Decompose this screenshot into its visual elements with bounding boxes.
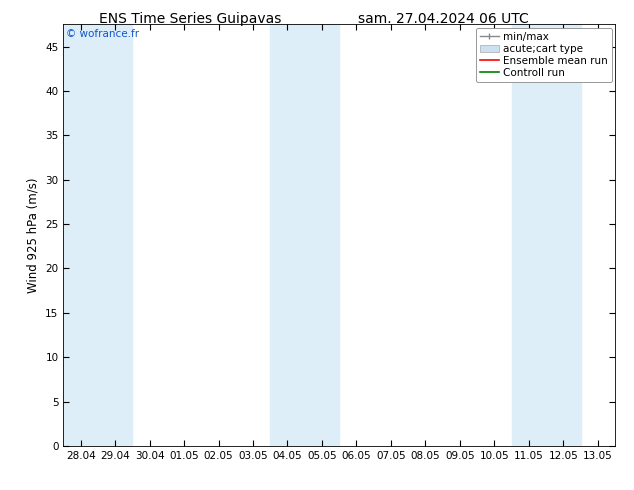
Bar [512,24,581,446]
Text: © wofrance.fr: © wofrance.fr [66,29,139,39]
Bar [63,24,133,446]
Text: sam. 27.04.2024 06 UTC: sam. 27.04.2024 06 UTC [358,12,529,26]
Legend: min/max, acute;cart type, Ensemble mean run, Controll run: min/max, acute;cart type, Ensemble mean … [476,27,612,82]
Bar [270,24,339,446]
Y-axis label: Wind 925 hPa (m/s): Wind 925 hPa (m/s) [27,177,40,293]
Text: ENS Time Series Guipavas: ENS Time Series Guipavas [99,12,281,26]
